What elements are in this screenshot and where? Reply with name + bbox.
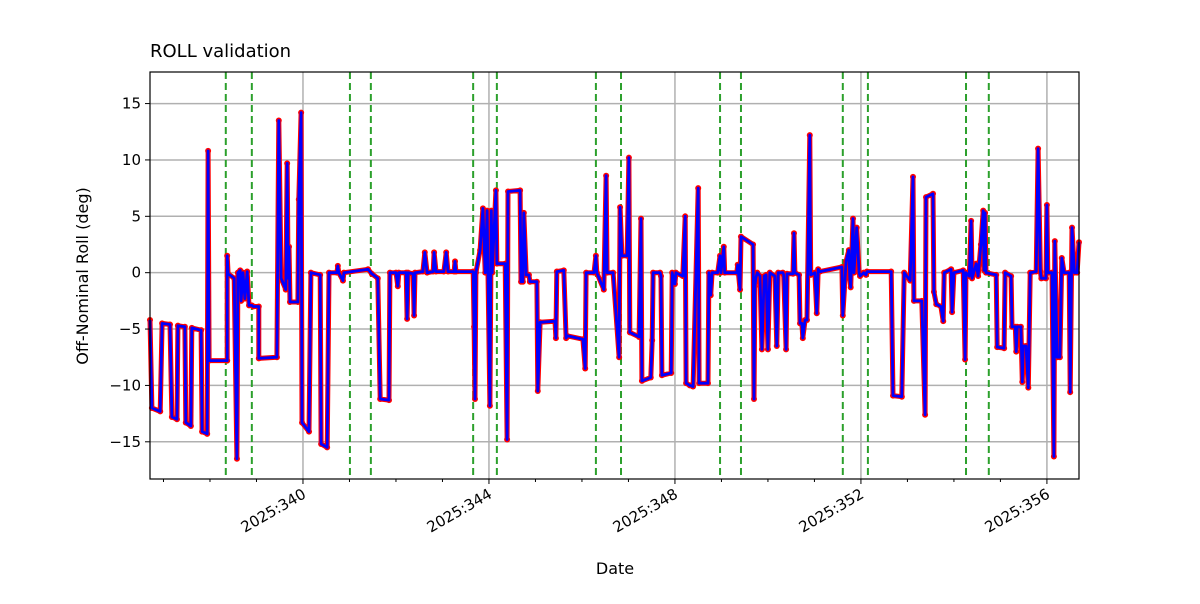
y-tick-label: 10 — [122, 151, 141, 169]
y-tick-label: −15 — [109, 433, 141, 451]
plot-frame — [149, 71, 1080, 480]
x-axis-label: Date — [596, 559, 634, 578]
series-layer — [147, 109, 1082, 462]
y-tick-label: 0 — [131, 264, 141, 282]
y-tick-label: −5 — [119, 320, 141, 338]
series-b-line — [148, 111, 1081, 461]
y-tick-label: −10 — [109, 376, 141, 394]
chart-title: ROLL validation — [150, 41, 291, 62]
y-tick-label: 15 — [122, 95, 141, 113]
y-tick-label: 5 — [131, 207, 141, 225]
y-axis-label: Off-Nominal Roll (deg) — [73, 187, 92, 364]
